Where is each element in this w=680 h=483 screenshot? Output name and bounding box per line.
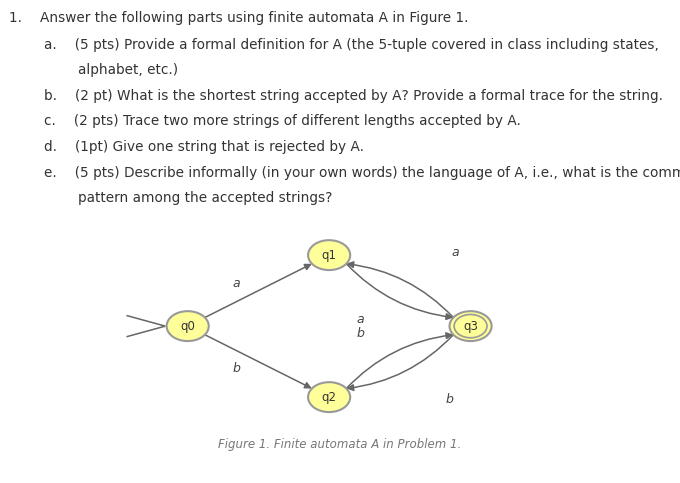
FancyArrowPatch shape	[205, 335, 310, 388]
Text: c.  (2 pts) Trace two more strings of different lengths accepted by A.: c. (2 pts) Trace two more strings of dif…	[44, 114, 521, 128]
Text: q2: q2	[322, 391, 337, 404]
FancyArrowPatch shape	[346, 333, 452, 388]
Text: b: b	[357, 327, 364, 340]
Text: d.  (1pt) Give one string that is rejected by A.: d. (1pt) Give one string that is rejecte…	[44, 140, 364, 154]
Text: q3: q3	[463, 320, 478, 333]
Text: a: a	[357, 313, 364, 326]
Text: a: a	[452, 246, 459, 259]
Text: q0: q0	[180, 320, 195, 333]
Text: q1: q1	[322, 249, 337, 262]
Text: alphabet, etc.): alphabet, etc.)	[78, 63, 178, 77]
FancyArrowPatch shape	[205, 265, 310, 317]
Text: a.  (5 pts) Provide a formal definition for A (the 5-tuple covered in class incl: a. (5 pts) Provide a formal definition f…	[44, 38, 659, 52]
Text: e.  (5 pts) Describe informally (in your own words) the language of A, i.e., wha: e. (5 pts) Describe informally (in your …	[44, 166, 680, 180]
Text: a: a	[233, 277, 241, 290]
Text: b: b	[446, 393, 454, 406]
Circle shape	[167, 311, 209, 341]
Text: pattern among the accepted strings?: pattern among the accepted strings?	[78, 191, 333, 205]
Text: 1.  Answer the following parts using finite automata A in Figure 1.: 1. Answer the following parts using fini…	[9, 11, 469, 25]
FancyArrowPatch shape	[348, 335, 454, 390]
Circle shape	[454, 314, 487, 338]
FancyArrowPatch shape	[348, 262, 454, 317]
Circle shape	[308, 240, 350, 270]
FancyArrowPatch shape	[346, 264, 452, 319]
Text: b: b	[233, 362, 241, 375]
Text: Figure 1. Finite automata A in Problem 1.: Figure 1. Finite automata A in Problem 1…	[218, 438, 462, 451]
Text: b.  (2 pt) What is the shortest string accepted by A? Provide a formal trace for: b. (2 pt) What is the shortest string ac…	[44, 89, 663, 103]
Circle shape	[449, 311, 492, 341]
Circle shape	[308, 382, 350, 412]
